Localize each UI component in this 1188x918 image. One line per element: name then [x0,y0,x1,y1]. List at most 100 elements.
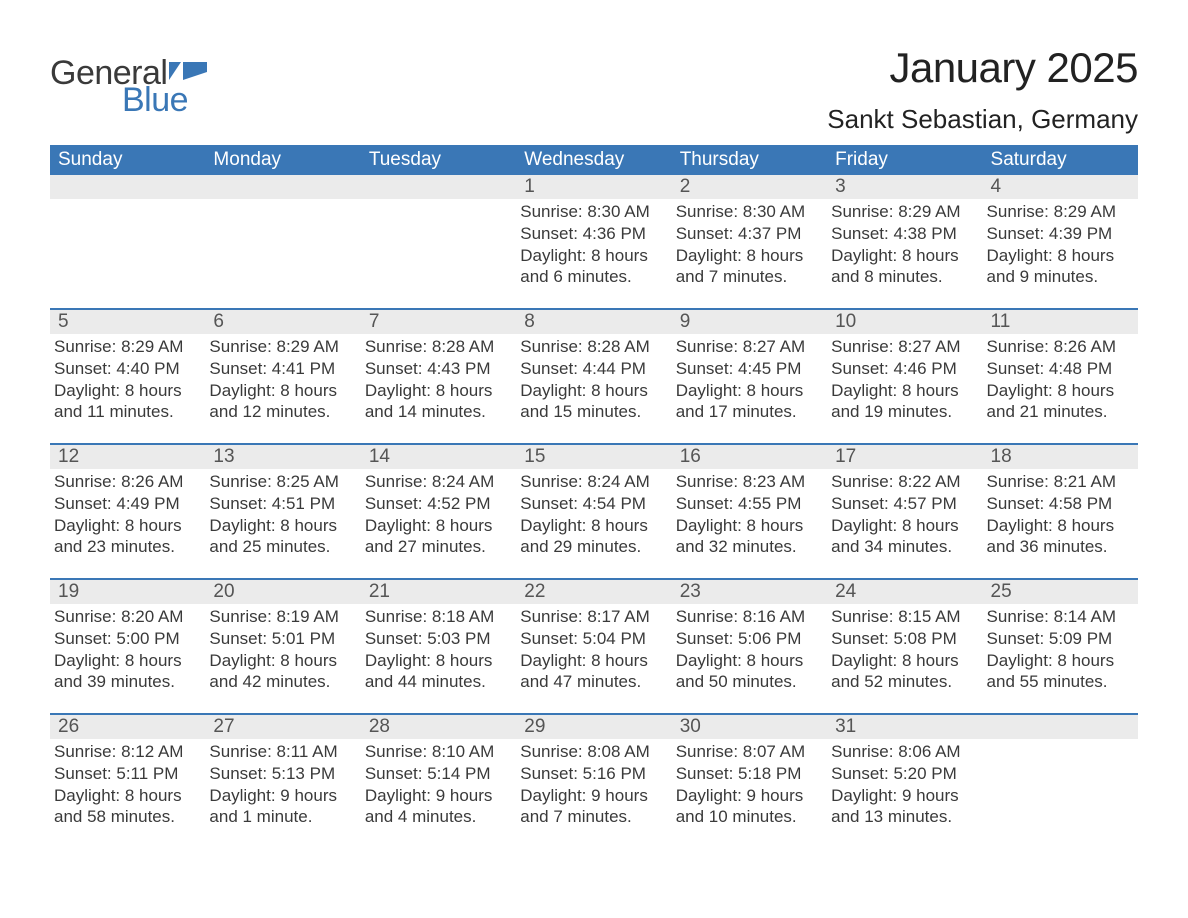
daylight-text: Daylight: 8 hours and 32 minutes. [676,515,823,559]
sunrise-text: Sunrise: 8:29 AM [209,336,356,358]
day-body: Sunrise: 8:19 AMSunset: 5:01 PMDaylight:… [205,604,360,695]
day-number: 17 [827,445,982,469]
sunset-text: Sunset: 5:18 PM [676,763,823,785]
weekday-header: Monday [205,145,360,175]
day-number: 23 [672,580,827,604]
day-cell: 9Sunrise: 8:27 AMSunset: 4:45 PMDaylight… [672,310,827,425]
daylight-text: Daylight: 8 hours and 58 minutes. [54,785,201,829]
day-number: 6 [205,310,360,334]
daylight-text: Daylight: 9 hours and 10 minutes. [676,785,823,829]
sunset-text: Sunset: 4:57 PM [831,493,978,515]
day-number: 24 [827,580,982,604]
logo-text-blue: Blue [122,81,207,120]
day-cell: 11Sunrise: 8:26 AMSunset: 4:48 PMDayligh… [983,310,1138,425]
daylight-text: Daylight: 8 hours and 12 minutes. [209,380,356,424]
sunrise-text: Sunrise: 8:18 AM [365,606,512,628]
day-cell: 25Sunrise: 8:14 AMSunset: 5:09 PMDayligh… [983,580,1138,695]
daylight-text: Daylight: 8 hours and 52 minutes. [831,650,978,694]
sunrise-text: Sunrise: 8:19 AM [209,606,356,628]
weekday-header-row: SundayMondayTuesdayWednesdayThursdayFrid… [50,145,1138,175]
sunrise-text: Sunrise: 8:07 AM [676,741,823,763]
title-block: January 2025 Sankt Sebastian, Germany [827,44,1138,135]
day-body: Sunrise: 8:23 AMSunset: 4:55 PMDaylight:… [672,469,827,560]
weekday-header: Tuesday [361,145,516,175]
daylight-text: Daylight: 8 hours and 19 minutes. [831,380,978,424]
sunset-text: Sunset: 4:41 PM [209,358,356,380]
day-number: 16 [672,445,827,469]
weekday-header: Thursday [672,145,827,175]
sunrise-text: Sunrise: 8:08 AM [520,741,667,763]
day-number: 13 [205,445,360,469]
weekday-header: Wednesday [516,145,671,175]
weekday-header: Sunday [50,145,205,175]
day-number-empty [50,175,205,199]
sunrise-text: Sunrise: 8:14 AM [987,606,1134,628]
day-body: Sunrise: 8:26 AMSunset: 4:49 PMDaylight:… [50,469,205,560]
day-cell: 13Sunrise: 8:25 AMSunset: 4:51 PMDayligh… [205,445,360,560]
daylight-text: Daylight: 9 hours and 1 minute. [209,785,356,829]
day-cell: 17Sunrise: 8:22 AMSunset: 4:57 PMDayligh… [827,445,982,560]
day-body: Sunrise: 8:22 AMSunset: 4:57 PMDaylight:… [827,469,982,560]
day-cell: 31Sunrise: 8:06 AMSunset: 5:20 PMDayligh… [827,715,982,830]
day-body: Sunrise: 8:24 AMSunset: 4:52 PMDaylight:… [361,469,516,560]
day-number: 8 [516,310,671,334]
daylight-text: Daylight: 8 hours and 23 minutes. [54,515,201,559]
daylight-text: Daylight: 8 hours and 7 minutes. [676,245,823,289]
sunset-text: Sunset: 4:54 PM [520,493,667,515]
sunrise-text: Sunrise: 8:25 AM [209,471,356,493]
day-body: Sunrise: 8:27 AMSunset: 4:45 PMDaylight:… [672,334,827,425]
day-cell: 16Sunrise: 8:23 AMSunset: 4:55 PMDayligh… [672,445,827,560]
sunrise-text: Sunrise: 8:10 AM [365,741,512,763]
sunrise-text: Sunrise: 8:11 AM [209,741,356,763]
daylight-text: Daylight: 8 hours and 17 minutes. [676,380,823,424]
sunset-text: Sunset: 5:11 PM [54,763,201,785]
day-number-empty [361,175,516,199]
sunset-text: Sunset: 5:08 PM [831,628,978,650]
sunset-text: Sunset: 4:44 PM [520,358,667,380]
day-body: Sunrise: 8:27 AMSunset: 4:46 PMDaylight:… [827,334,982,425]
day-body: Sunrise: 8:30 AMSunset: 4:36 PMDaylight:… [516,199,671,290]
sunrise-text: Sunrise: 8:24 AM [520,471,667,493]
day-number: 25 [983,580,1138,604]
day-number: 26 [50,715,205,739]
day-body: Sunrise: 8:20 AMSunset: 5:00 PMDaylight:… [50,604,205,695]
day-cell [361,175,516,290]
week-row: 12Sunrise: 8:26 AMSunset: 4:49 PMDayligh… [50,443,1138,560]
day-cell [983,715,1138,830]
sunset-text: Sunset: 4:37 PM [676,223,823,245]
sunset-text: Sunset: 5:03 PM [365,628,512,650]
weeks-container: 1Sunrise: 8:30 AMSunset: 4:36 PMDaylight… [50,175,1138,830]
day-cell: 12Sunrise: 8:26 AMSunset: 4:49 PMDayligh… [50,445,205,560]
sunset-text: Sunset: 4:43 PM [365,358,512,380]
day-cell: 5Sunrise: 8:29 AMSunset: 4:40 PMDaylight… [50,310,205,425]
day-body: Sunrise: 8:17 AMSunset: 5:04 PMDaylight:… [516,604,671,695]
location: Sankt Sebastian, Germany [827,104,1138,135]
day-body: Sunrise: 8:06 AMSunset: 5:20 PMDaylight:… [827,739,982,830]
sunset-text: Sunset: 5:00 PM [54,628,201,650]
sunset-text: Sunset: 4:46 PM [831,358,978,380]
sunrise-text: Sunrise: 8:28 AM [520,336,667,358]
day-cell: 26Sunrise: 8:12 AMSunset: 5:11 PMDayligh… [50,715,205,830]
day-body: Sunrise: 8:12 AMSunset: 5:11 PMDaylight:… [50,739,205,830]
calendar-page: General Blue January 2025 Sankt Sebastia… [0,0,1188,870]
sunrise-text: Sunrise: 8:30 AM [676,201,823,223]
day-body: Sunrise: 8:26 AMSunset: 4:48 PMDaylight:… [983,334,1138,425]
day-number: 4 [983,175,1138,199]
day-number: 18 [983,445,1138,469]
weekday-header: Saturday [983,145,1138,175]
day-cell: 3Sunrise: 8:29 AMSunset: 4:38 PMDaylight… [827,175,982,290]
sunrise-text: Sunrise: 8:27 AM [831,336,978,358]
day-body: Sunrise: 8:15 AMSunset: 5:08 PMDaylight:… [827,604,982,695]
day-number: 2 [672,175,827,199]
day-cell: 8Sunrise: 8:28 AMSunset: 4:44 PMDaylight… [516,310,671,425]
day-body: Sunrise: 8:07 AMSunset: 5:18 PMDaylight:… [672,739,827,830]
day-body: Sunrise: 8:28 AMSunset: 4:44 PMDaylight:… [516,334,671,425]
day-number: 22 [516,580,671,604]
month-title: January 2025 [827,44,1138,92]
day-body: Sunrise: 8:29 AMSunset: 4:40 PMDaylight:… [50,334,205,425]
day-number: 9 [672,310,827,334]
sunrise-text: Sunrise: 8:29 AM [987,201,1134,223]
day-number: 3 [827,175,982,199]
day-cell: 6Sunrise: 8:29 AMSunset: 4:41 PMDaylight… [205,310,360,425]
day-body: Sunrise: 8:29 AMSunset: 4:39 PMDaylight:… [983,199,1138,290]
